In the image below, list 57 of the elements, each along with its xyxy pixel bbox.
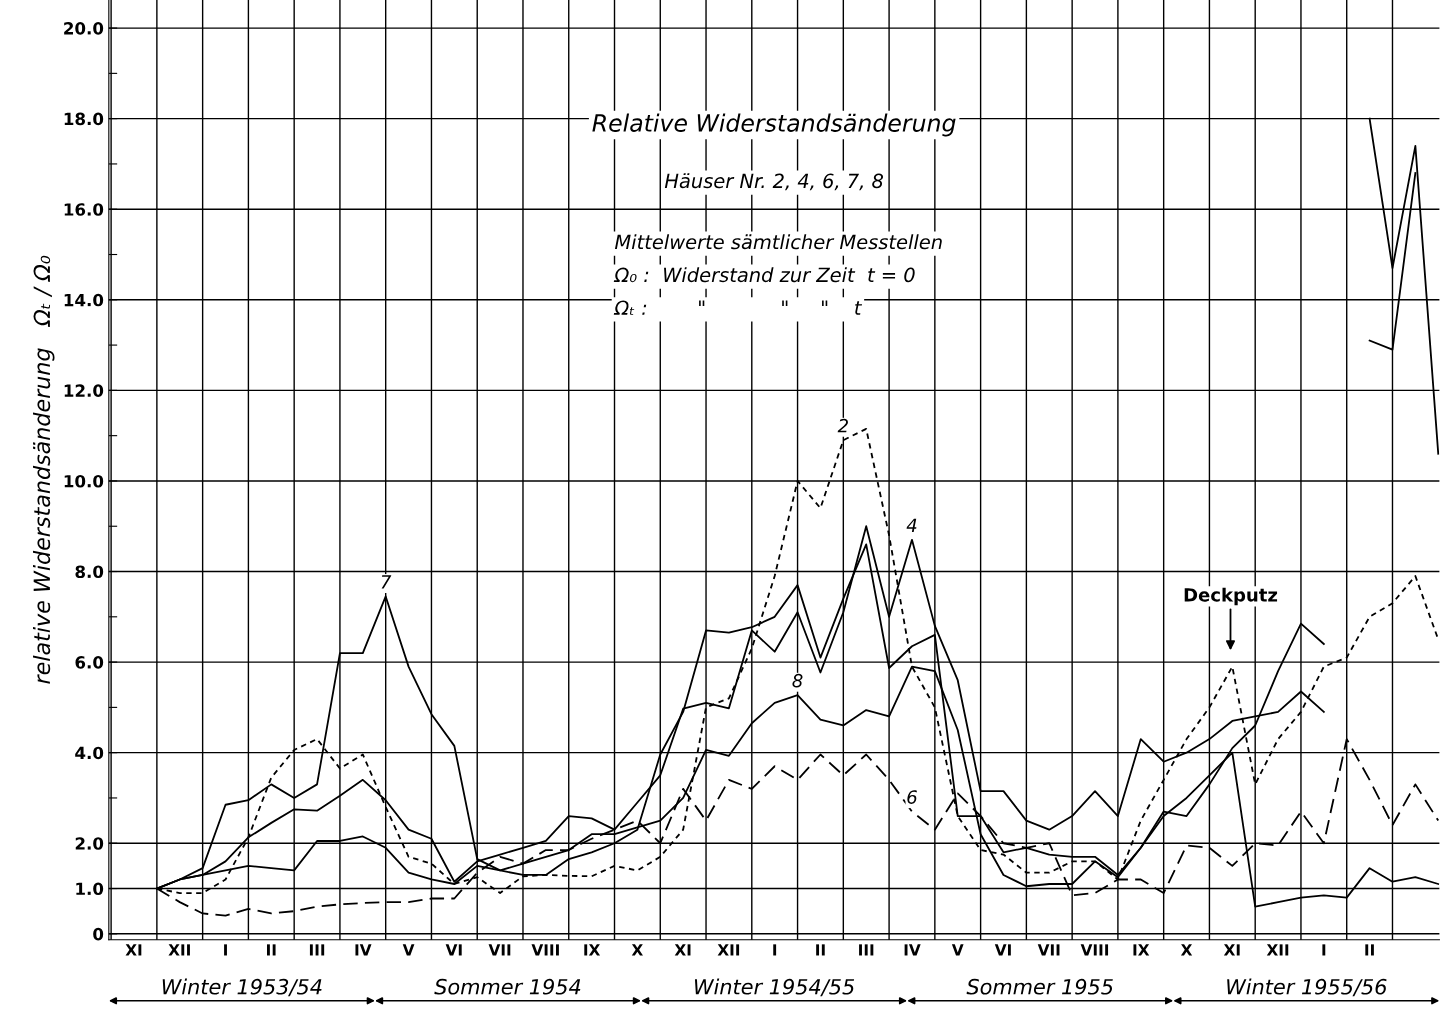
series-label: 6 — [907, 790, 917, 804]
annotation: Ωₜ : " " " t — [613, 300, 863, 315]
text: Winter 1955/56 — [1227, 978, 1387, 997]
y-tick-label: 20.0 — [64, 22, 104, 35]
x-tick-label: II — [1365, 944, 1374, 956]
x-tick-label: IV — [355, 944, 372, 956]
x-tick-label: XII — [717, 944, 740, 956]
x-tick-label: XI — [125, 944, 142, 956]
y-tick-label: 1.0 — [76, 882, 104, 896]
x-tick-label: II — [816, 944, 825, 956]
x-tick-label: III — [309, 944, 325, 956]
x-tick-label: VI — [994, 944, 1011, 956]
x-tick-label: VI — [445, 944, 462, 956]
x-tick-label: V — [951, 944, 964, 956]
x-tick-label: XI — [674, 944, 691, 956]
text: Winter 1954/55 — [694, 978, 855, 997]
x-tick-label: VIII — [1080, 944, 1109, 956]
x-tick-label: XII — [1266, 944, 1289, 956]
x-tick-label: XII — [168, 944, 190, 956]
x-tick-label: VII — [1037, 944, 1060, 956]
y-axis-title: relative Widerstandsänderung Ωₜ / Ω₀ — [33, 255, 55, 684]
x-tick-label: IX — [584, 944, 601, 956]
text: Relative Widerstandsänderung — [592, 113, 956, 137]
annotation: Mittelwerte sämtlicher Messtellen — [614, 234, 942, 250]
x-tick-label: X — [1180, 944, 1193, 956]
x-tick-label: I — [773, 944, 777, 956]
annotation: Ω₀ : Widerstand zur Zeit t = 0 — [613, 267, 915, 283]
annotation: Deckputz — [1184, 587, 1278, 606]
x-tick-label: V — [402, 944, 415, 956]
series-label: 8 — [792, 673, 803, 688]
x-tick-label: IX — [1133, 944, 1150, 956]
series-label: 4 — [906, 518, 917, 532]
y-tick-label: 10.0 — [64, 474, 104, 488]
y-tick-label: 16.0 — [64, 203, 104, 216]
x-tick-label: I — [224, 944, 227, 956]
x-tick-label: IV — [904, 944, 921, 956]
x-tick-label: VII — [488, 944, 511, 956]
x-tick-label: XI — [1223, 944, 1240, 956]
series-label: 7 — [381, 575, 392, 589]
x-tick-label: I — [1322, 944, 1326, 956]
y-tick-label: 8.0 — [75, 565, 104, 579]
y-tick-label: 2.0 — [75, 837, 104, 850]
x-tick-label: X — [631, 944, 643, 956]
text: Sommer 1954 — [434, 978, 581, 995]
x-tick-label: II — [267, 944, 276, 956]
y-tick-label: 18.0 — [64, 112, 104, 126]
x-tick-label: III — [859, 944, 874, 956]
x-tick-label: VIII — [531, 944, 559, 956]
text: Häuser Nr. 2, 4, 6, 7, 8 — [664, 173, 884, 191]
y-tick-label: 0 — [93, 927, 104, 941]
text: Sommer 1955 — [966, 978, 1113, 995]
y-tick-label: 14.0 — [64, 293, 104, 307]
series-label: 2 — [837, 418, 848, 433]
y-tick-label: 6.0 — [75, 656, 104, 669]
y-tick-label: 12.0 — [64, 384, 104, 397]
text: Winter 1953/54 — [162, 978, 322, 997]
y-tick-label: 4.0 — [75, 746, 104, 760]
